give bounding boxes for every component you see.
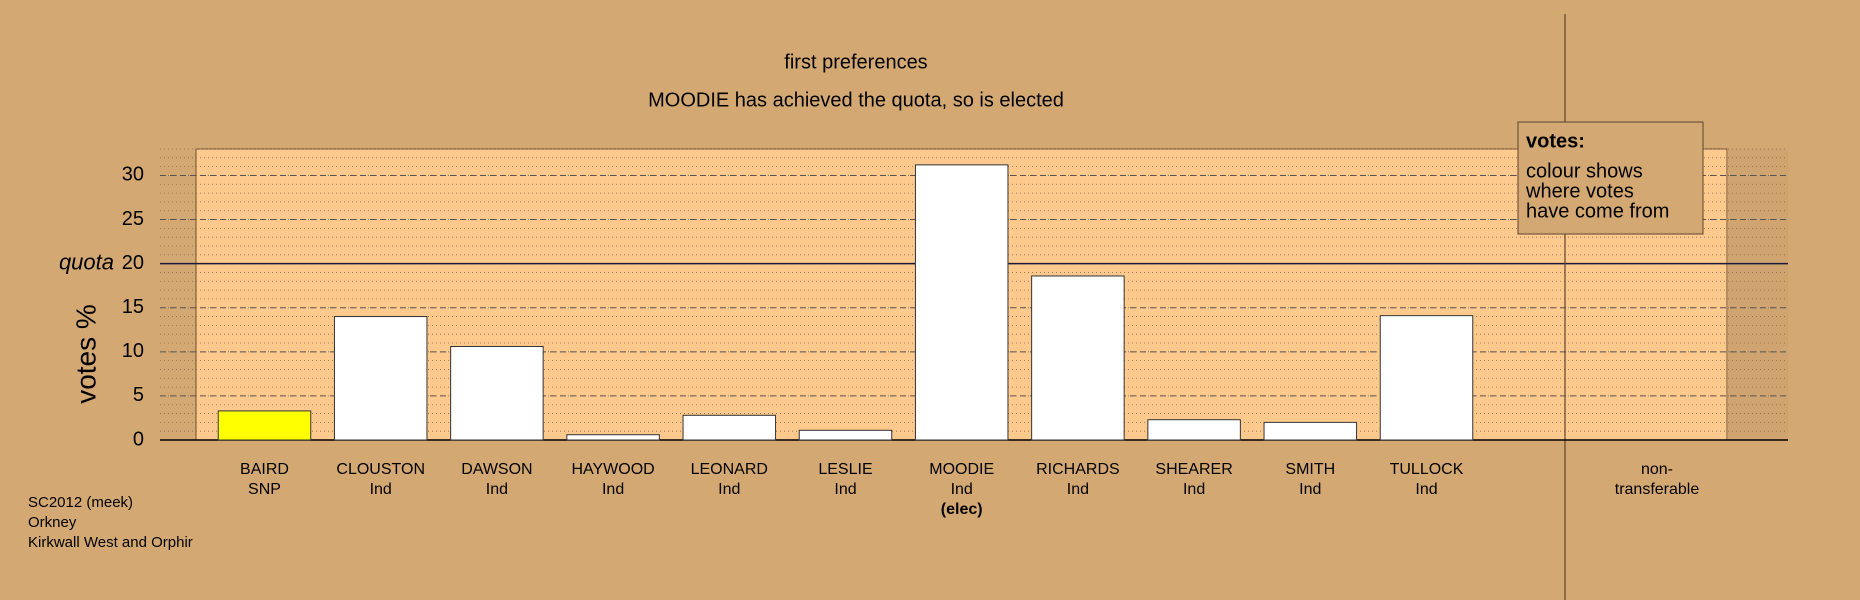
y-tick-label: 20 (122, 252, 144, 274)
footer-text: Kirkwall West and Orphir (28, 534, 193, 551)
party-label: Ind (1067, 481, 1089, 498)
party-label: Ind (486, 481, 508, 498)
x-tick-label: DAWSON (461, 461, 532, 478)
y-tick-label: 30 (122, 164, 144, 186)
x-tick-label: LESLIE (818, 461, 872, 478)
party-label: Ind (1299, 481, 1321, 498)
bar (914, 164, 1009, 441)
x-tick-label: CLOUSTON (336, 461, 425, 478)
bar (1263, 421, 1358, 441)
y-tick-label: 5 (133, 384, 144, 406)
party-label: SNP (248, 481, 281, 498)
x-tick-label: MOODIE (929, 461, 994, 478)
party-label: Ind (370, 481, 392, 498)
legend-text: have come from (1526, 200, 1669, 222)
x-tick-label: HAYWOOD (571, 461, 654, 478)
y-tick-label: 0 (133, 428, 144, 450)
nontransferable-label: non- (1641, 461, 1673, 478)
bar (682, 414, 777, 441)
chart-subtitle: MOODIE has achieved the quota, so is ele… (648, 89, 1064, 111)
party-label: Ind (834, 481, 856, 498)
bar (1147, 419, 1241, 441)
plot-margin (1727, 149, 1788, 440)
bar (566, 434, 660, 441)
x-tick-label: SHEARER (1155, 461, 1232, 478)
quota-label: quota (59, 249, 114, 274)
bar (333, 316, 428, 441)
footer-text: SC2012 (meek) (28, 494, 133, 511)
chart-title: first preferences (784, 51, 927, 73)
party-label: Ind (1415, 481, 1437, 498)
party-label: Ind (1183, 481, 1205, 498)
bar (798, 429, 893, 441)
bar (450, 346, 544, 441)
party-label: Ind (718, 481, 740, 498)
x-tick-label: RICHARDS (1036, 461, 1120, 478)
x-tick-label: TULLOCK (1390, 461, 1464, 478)
bar (1379, 315, 1474, 441)
y-tick-label: 15 (122, 296, 144, 318)
y-tick-label: 10 (122, 340, 144, 362)
y-tick-label: 25 (122, 208, 144, 230)
nontransferable-label: transferable (1615, 481, 1700, 498)
y-axis-label: votes % (70, 304, 101, 404)
bar (1031, 275, 1125, 441)
legend-text: colour shows (1526, 160, 1643, 182)
legend-title: votes: (1526, 130, 1585, 152)
elected-note: (elec) (941, 501, 983, 518)
x-tick-label: LEONARD (691, 461, 768, 478)
bar (217, 410, 312, 441)
party-label: Ind (602, 481, 624, 498)
footer-text: Orkney (28, 514, 77, 531)
party-label: Ind (951, 481, 973, 498)
legend-box (1517, 121, 1704, 235)
x-tick-label: SMITH (1285, 461, 1335, 478)
x-tick-label: BAIRD (240, 461, 289, 478)
legend-text: where votes (1525, 180, 1634, 202)
